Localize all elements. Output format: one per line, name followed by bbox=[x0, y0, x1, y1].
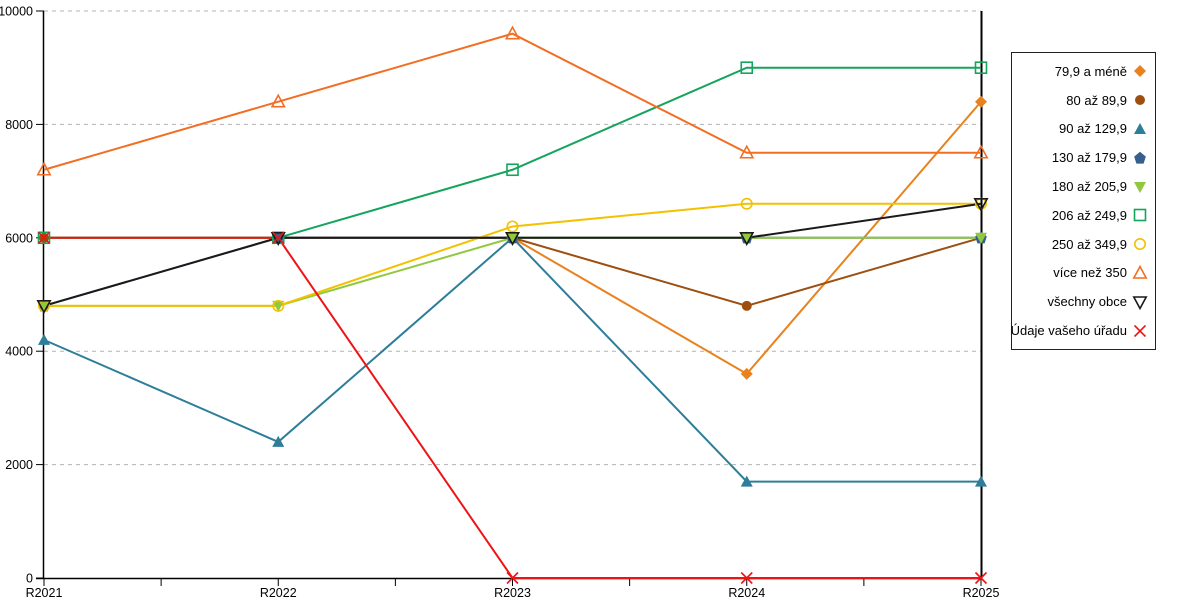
legend-item-6: 250 až 349,9 bbox=[1016, 236, 1149, 252]
legend-item-5: 206 až 249,9 bbox=[1016, 207, 1149, 223]
x-marker bbox=[272, 231, 285, 244]
legend-label: 130 až 179,9 bbox=[1051, 150, 1127, 166]
legend-label: všechny obce bbox=[1047, 294, 1128, 310]
legend-item-7: více než 350 bbox=[1016, 264, 1149, 281]
triangle-down-open-marker bbox=[270, 232, 286, 246]
triangle-down-filled-marker bbox=[740, 232, 753, 244]
triangle-down-filled-marker bbox=[975, 232, 987, 244]
triangle-up-open-marker bbox=[270, 93, 286, 108]
square-open-icon bbox=[1133, 209, 1147, 222]
pentagon-filled-glyph bbox=[1134, 151, 1146, 164]
legend-box: 79,9 a méně 80 až 89,9 90 až 129,9 130 až 1… bbox=[1011, 52, 1156, 350]
legend-label: 79,9 a méně bbox=[1054, 63, 1127, 79]
series-line-x bbox=[44, 236, 981, 579]
x-tick-label: R2023 bbox=[494, 586, 531, 600]
square-open-marker bbox=[506, 163, 519, 177]
legend-item-2: 90 až 129,9 bbox=[1016, 121, 1149, 137]
circle-open-icon bbox=[1134, 238, 1146, 251]
triangle-up-open-marker bbox=[973, 144, 989, 159]
y-tick-label: 2000 bbox=[5, 458, 33, 472]
square-open-marker bbox=[974, 61, 988, 75]
triangle-down-open-marker bbox=[739, 232, 755, 246]
legend-item-4: 180 až 205,9 bbox=[1016, 179, 1149, 195]
triangle-down-filled-glyph bbox=[1134, 181, 1146, 193]
series-line-triangle-up-open bbox=[43, 32, 981, 171]
triangle-down-filled-marker bbox=[506, 232, 519, 244]
triangle-up-filled-marker bbox=[740, 475, 753, 487]
diamond-filled-icon bbox=[1134, 65, 1146, 78]
square-open-marker bbox=[740, 61, 754, 75]
triangle-down-open-marker bbox=[504, 232, 521, 246]
circle-filled-marker bbox=[741, 300, 752, 311]
series-line-pentagon-filled bbox=[43, 236, 981, 307]
triangle-down-filled-icon bbox=[1134, 181, 1146, 193]
triangle-down-filled-marker bbox=[272, 300, 285, 312]
triangle-up-filled-icon bbox=[1134, 122, 1146, 134]
x-tick-label: R2021 bbox=[26, 586, 63, 600]
x-icon bbox=[1133, 324, 1147, 337]
legend-item-3: 130 až 179,9 bbox=[1016, 150, 1149, 166]
triangle-up-open-glyph bbox=[1132, 264, 1148, 279]
triangle-down-filled-marker bbox=[38, 300, 50, 312]
diamond-filled-marker bbox=[740, 367, 753, 380]
x-tick-label: R2022 bbox=[260, 586, 297, 600]
legend-label: 180 až 205,9 bbox=[1051, 179, 1127, 195]
x-marker bbox=[506, 571, 519, 585]
series-line-circle-filled bbox=[44, 236, 982, 307]
x-marker bbox=[740, 571, 753, 585]
legend-label: 206 až 249,9 bbox=[1051, 207, 1127, 223]
circle-open-glyph bbox=[1134, 238, 1146, 251]
series-line-triangle-down-filled bbox=[44, 236, 981, 307]
x-glyph bbox=[1133, 324, 1147, 337]
legend-label: 250 až 349,9 bbox=[1051, 236, 1127, 252]
legend-item-9: Údaje vašeho úřadu bbox=[1011, 323, 1149, 339]
triangle-up-open-marker bbox=[504, 25, 521, 40]
x-marker bbox=[974, 571, 988, 585]
triangle-down-open-icon bbox=[1132, 295, 1148, 310]
y-tick-label: 8000 bbox=[5, 118, 33, 132]
series-line-triangle-down-open bbox=[43, 202, 982, 307]
triangle-up-open-marker bbox=[739, 144, 755, 159]
square-open-glyph bbox=[1133, 209, 1147, 222]
legend-label: 80 až 89,9 bbox=[1066, 92, 1127, 108]
triangle-up-open-icon bbox=[1132, 264, 1148, 279]
triangle-down-open-marker bbox=[36, 300, 52, 315]
series-line-triangle-up-filled bbox=[43, 236, 981, 483]
triangle-up-filled-marker bbox=[272, 435, 285, 447]
y-tick-label: 10000 bbox=[0, 5, 33, 19]
legend-label: 90 až 129,9 bbox=[1059, 121, 1127, 137]
triangle-down-open-glyph bbox=[1132, 295, 1148, 310]
legend-label: Údaje vašeho úřadu bbox=[1010, 323, 1127, 339]
legend-item-0: 79,9 a méně bbox=[1016, 63, 1149, 79]
triangle-up-open-marker bbox=[36, 161, 52, 176]
circle-open-marker bbox=[506, 220, 519, 233]
circle-filled-icon bbox=[1135, 95, 1145, 106]
square-open-marker bbox=[37, 231, 51, 245]
pentagon-filled-icon bbox=[1134, 151, 1146, 164]
triangle-up-filled-marker bbox=[975, 475, 987, 487]
y-tick-label: 0 bbox=[26, 572, 33, 586]
x-marker bbox=[37, 231, 51, 244]
circle-filled-glyph bbox=[1135, 95, 1145, 106]
diamond-filled-glyph bbox=[1134, 65, 1146, 78]
triangle-up-filled-marker bbox=[38, 333, 50, 345]
circle-open-marker bbox=[740, 197, 753, 210]
y-tick-label: 4000 bbox=[5, 345, 33, 359]
triangle-down-open-marker bbox=[973, 197, 989, 212]
y-tick-label: 6000 bbox=[5, 231, 33, 245]
triangle-up-filled-glyph bbox=[1134, 122, 1146, 134]
circle-open-marker bbox=[272, 299, 285, 312]
legend-item-8: všechny obce bbox=[1016, 294, 1149, 310]
x-tick-label: R2024 bbox=[728, 586, 765, 600]
diamond-filled-marker bbox=[975, 95, 987, 108]
x-tick-label: R2025 bbox=[963, 586, 1000, 600]
legend-item-1: 80 až 89,9 bbox=[1016, 92, 1149, 108]
series-line-circle-open bbox=[44, 202, 981, 307]
legend-label: více než 350 bbox=[1053, 265, 1127, 281]
